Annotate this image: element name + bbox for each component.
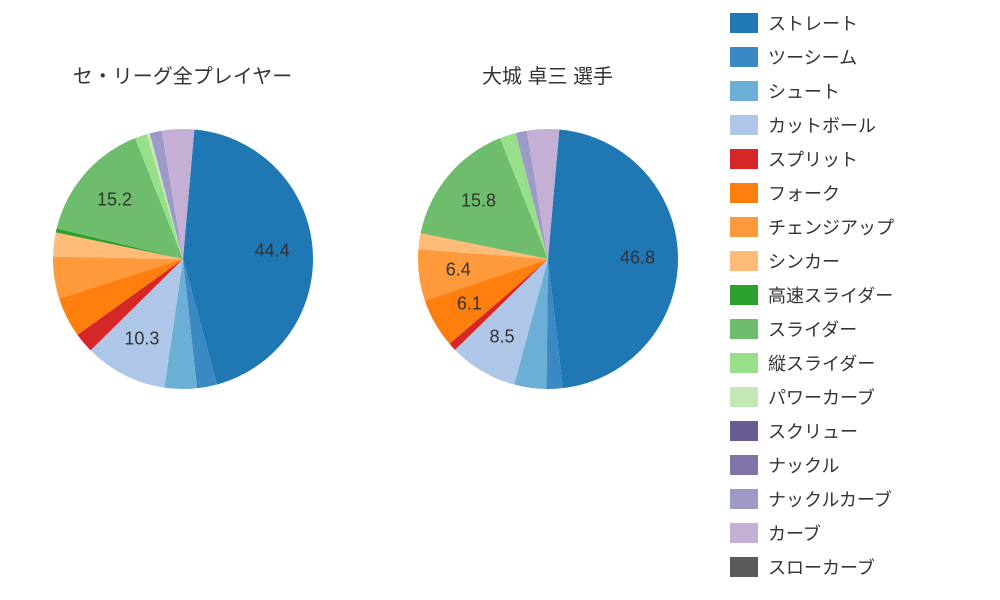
legend-label: シンカー <box>768 248 840 274</box>
legend-swatch <box>730 13 758 33</box>
legend-item: スクリュー <box>730 418 990 444</box>
legend-item: スプリット <box>730 146 990 172</box>
legend-item: ナックル <box>730 452 990 478</box>
legend-item: スライダー <box>730 316 990 342</box>
legend-swatch <box>730 149 758 169</box>
legend-item: シュート <box>730 78 990 104</box>
pie-chart: 46.88.56.16.415.8 <box>408 119 688 399</box>
legend-item: パワーカーブ <box>730 384 990 410</box>
legend-label: スローカーブ <box>768 554 875 580</box>
legend-label: ナックルカーブ <box>768 486 892 512</box>
legend-label: ツーシーム <box>768 44 857 70</box>
legend-swatch <box>730 557 758 577</box>
legend-label: 高速スライダー <box>768 282 893 308</box>
legend-item: ナックルカーブ <box>730 486 990 512</box>
legend-label: 縦スライダー <box>768 350 875 376</box>
legend-swatch <box>730 251 758 271</box>
legend-swatch <box>730 183 758 203</box>
legend-swatch <box>730 319 758 339</box>
legend-label: チェンジアップ <box>768 214 894 240</box>
legend-item: 高速スライダー <box>730 282 990 308</box>
legend-label: カーブ <box>768 520 821 546</box>
legend-item: スローカーブ <box>730 554 990 580</box>
legend-item: カットボール <box>730 112 990 138</box>
legend-swatch <box>730 353 758 373</box>
chart-column: 大城 卓三 選手 46.88.56.16.415.8 <box>408 60 688 399</box>
legend-item: カーブ <box>730 520 990 546</box>
legend-swatch <box>730 115 758 135</box>
legend-swatch <box>730 47 758 67</box>
legend-label: パワーカーブ <box>768 384 875 410</box>
legend-swatch <box>730 523 758 543</box>
legend-label: シュート <box>768 78 840 104</box>
pie-chart: 44.410.315.2 <box>43 119 323 399</box>
legend-swatch <box>730 217 758 237</box>
legend-label: スプリット <box>768 146 858 172</box>
legend-swatch <box>730 387 758 407</box>
legend-item: ツーシーム <box>730 44 990 70</box>
legend-item: フォーク <box>730 180 990 206</box>
root: セ・リーグ全プレイヤー 44.410.315.2 大城 卓三 選手 46.88.56.… <box>0 0 1000 600</box>
legend-swatch <box>730 455 758 475</box>
legend-item: シンカー <box>730 248 990 274</box>
legend-item: ストレート <box>730 10 990 36</box>
legend-label: カットボール <box>768 112 876 138</box>
legend: ストレートツーシームシュートカットボールスプリットフォークチェンジアップシンカー… <box>730 0 1000 600</box>
legend-label: フォーク <box>768 180 840 206</box>
legend-item: 縦スライダー <box>730 350 990 376</box>
legend-item: チェンジアップ <box>730 214 990 240</box>
pie-slice <box>548 129 678 388</box>
legend-label: スライダー <box>768 316 857 342</box>
legend-swatch <box>730 421 758 441</box>
legend-label: スクリュー <box>768 418 858 444</box>
legend-swatch <box>730 489 758 509</box>
legend-swatch <box>730 285 758 305</box>
legend-label: ストレート <box>768 10 858 36</box>
chart-title: セ・リーグ全プレイヤー <box>73 60 292 89</box>
chart-title: 大城 卓三 選手 <box>482 60 613 89</box>
charts-area: セ・リーグ全プレイヤー 44.410.315.2 大城 卓三 選手 46.88.56.… <box>0 0 730 600</box>
legend-swatch <box>730 81 758 101</box>
legend-label: ナックル <box>768 452 839 478</box>
chart-column: セ・リーグ全プレイヤー 44.410.315.2 <box>43 60 323 399</box>
